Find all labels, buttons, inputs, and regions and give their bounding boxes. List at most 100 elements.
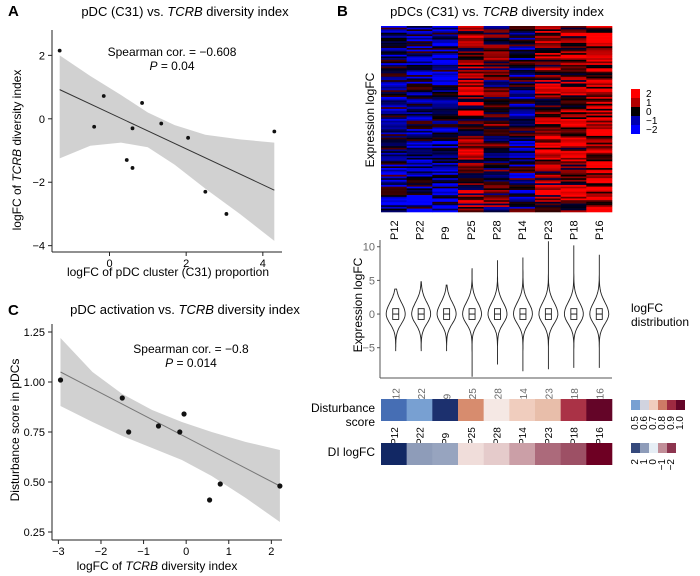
heatmap-cell [406,81,433,84]
heatmap-cell [509,51,536,54]
heatmap-cell [509,144,536,147]
heatmap-cell [406,54,433,57]
heatmap-cell [458,119,484,121]
violin-y-tick-label: −5 [362,343,375,355]
y-tick-label: −4 [32,241,45,253]
chart-a-axes: 0 2 4 −4 −2 0 2 [32,30,282,270]
heatmap-cell [509,205,536,208]
heatmap-cell [483,42,510,45]
heatmap-cell [381,137,407,140]
chart-a: pDC (C31) vs. TCRB diversity index 0 2 4 −4… [10,4,289,279]
heatmap-cell [483,29,510,32]
data-point [186,135,190,140]
heatmap-cell [560,171,587,174]
heatmap-cell [535,183,561,186]
heatmap-cell [509,142,536,145]
heatmap-cell [535,102,561,105]
heatmap-cell [560,200,587,203]
heatmap-cell [535,159,561,162]
legend-color-swatch [631,107,640,116]
heatmap-cell [535,71,561,74]
heatmap-cell [509,169,536,172]
heatmap-cell [432,122,459,125]
heatmap-cell [432,166,459,169]
disturbance-cell [406,399,433,421]
heatmap-cell [432,80,459,83]
heatmap-cell [458,54,484,57]
heatmap-cell [458,190,484,193]
heatmap-cell [483,86,510,89]
heatmap-cell [509,135,536,138]
heatmap-cell [509,127,536,130]
heatmap-cell [509,181,536,184]
heatmap-cell [458,71,484,74]
heatmap-cell [381,71,407,74]
disturbance-cell [381,399,407,421]
heatmap-cell [381,200,407,203]
heatmap-cell [560,176,587,179]
heatmap-cell [381,42,407,45]
heatmap-cell [432,98,459,101]
panel-label-c: C [8,302,19,319]
heatmap-cell [406,164,433,167]
heatmap-cell [381,122,407,125]
chart-a-confidence-band [59,55,275,241]
heatmap-cell [406,71,433,74]
heatmap-cell [586,144,613,147]
heatmap-cell [381,47,407,50]
heatmap-cell [381,125,407,128]
heatmap-cell [458,151,484,154]
heatmap-cell [381,27,407,30]
heatmap-cell [535,27,561,30]
heatmap-cell [406,210,433,213]
heatmap-cell [381,56,407,59]
heatmap-cell [381,81,407,84]
heatmap-cell [381,73,407,76]
heatmap-cell [586,66,613,69]
heatmap-cell [586,195,613,198]
a-band-area [59,55,275,241]
heatmap-cell [535,152,561,155]
heatmap-cell [509,46,536,49]
heatmap-cell [535,42,561,45]
heatmap-cell [535,129,561,132]
panel-label-b: B [337,3,348,20]
heatmap-cell [535,156,561,159]
heatmap-cell [560,42,587,45]
heatmap-cell [483,181,510,184]
heatmap-cell [483,127,510,130]
heatmap-cell [586,56,613,59]
heatmap-cell [509,34,536,37]
heatmap-column-label: P14 [517,220,529,240]
heatmap-cell [406,184,433,187]
heatmap-cell [406,127,433,130]
heatmap-cell [535,200,561,203]
heatmap-cell [432,81,459,84]
heatmap-cell [560,61,587,64]
heatmap-cell [586,113,613,116]
heatmap-cell [483,184,510,187]
heatmap-cell [509,91,536,94]
heatmap-cell [535,34,561,37]
heatmap-cell [483,203,510,206]
heatmap-cell [586,80,613,83]
heatmap-cell [483,26,510,28]
heatmap-cell [535,93,561,96]
heatmap-cell [458,205,484,208]
heatmap-cell [483,193,510,196]
heatmap-cell [483,75,510,78]
heatmap-cell [586,29,613,32]
heatmap-cell [406,59,433,62]
heatmap-cell [560,147,587,150]
heatmap-cell [535,154,561,157]
heatmap-cell [509,32,536,35]
heatmap-cell [560,110,587,113]
heatmap-cell [483,171,510,174]
disturbance-column-label: P25 [467,427,478,445]
heatmap-cell [535,59,561,62]
heatmap-cell [458,32,484,35]
heatmap-cell [432,36,459,39]
violin-y-tick-label: 10 [363,242,375,254]
heatmap-cell [381,54,407,57]
heatmap-cell [483,159,510,162]
